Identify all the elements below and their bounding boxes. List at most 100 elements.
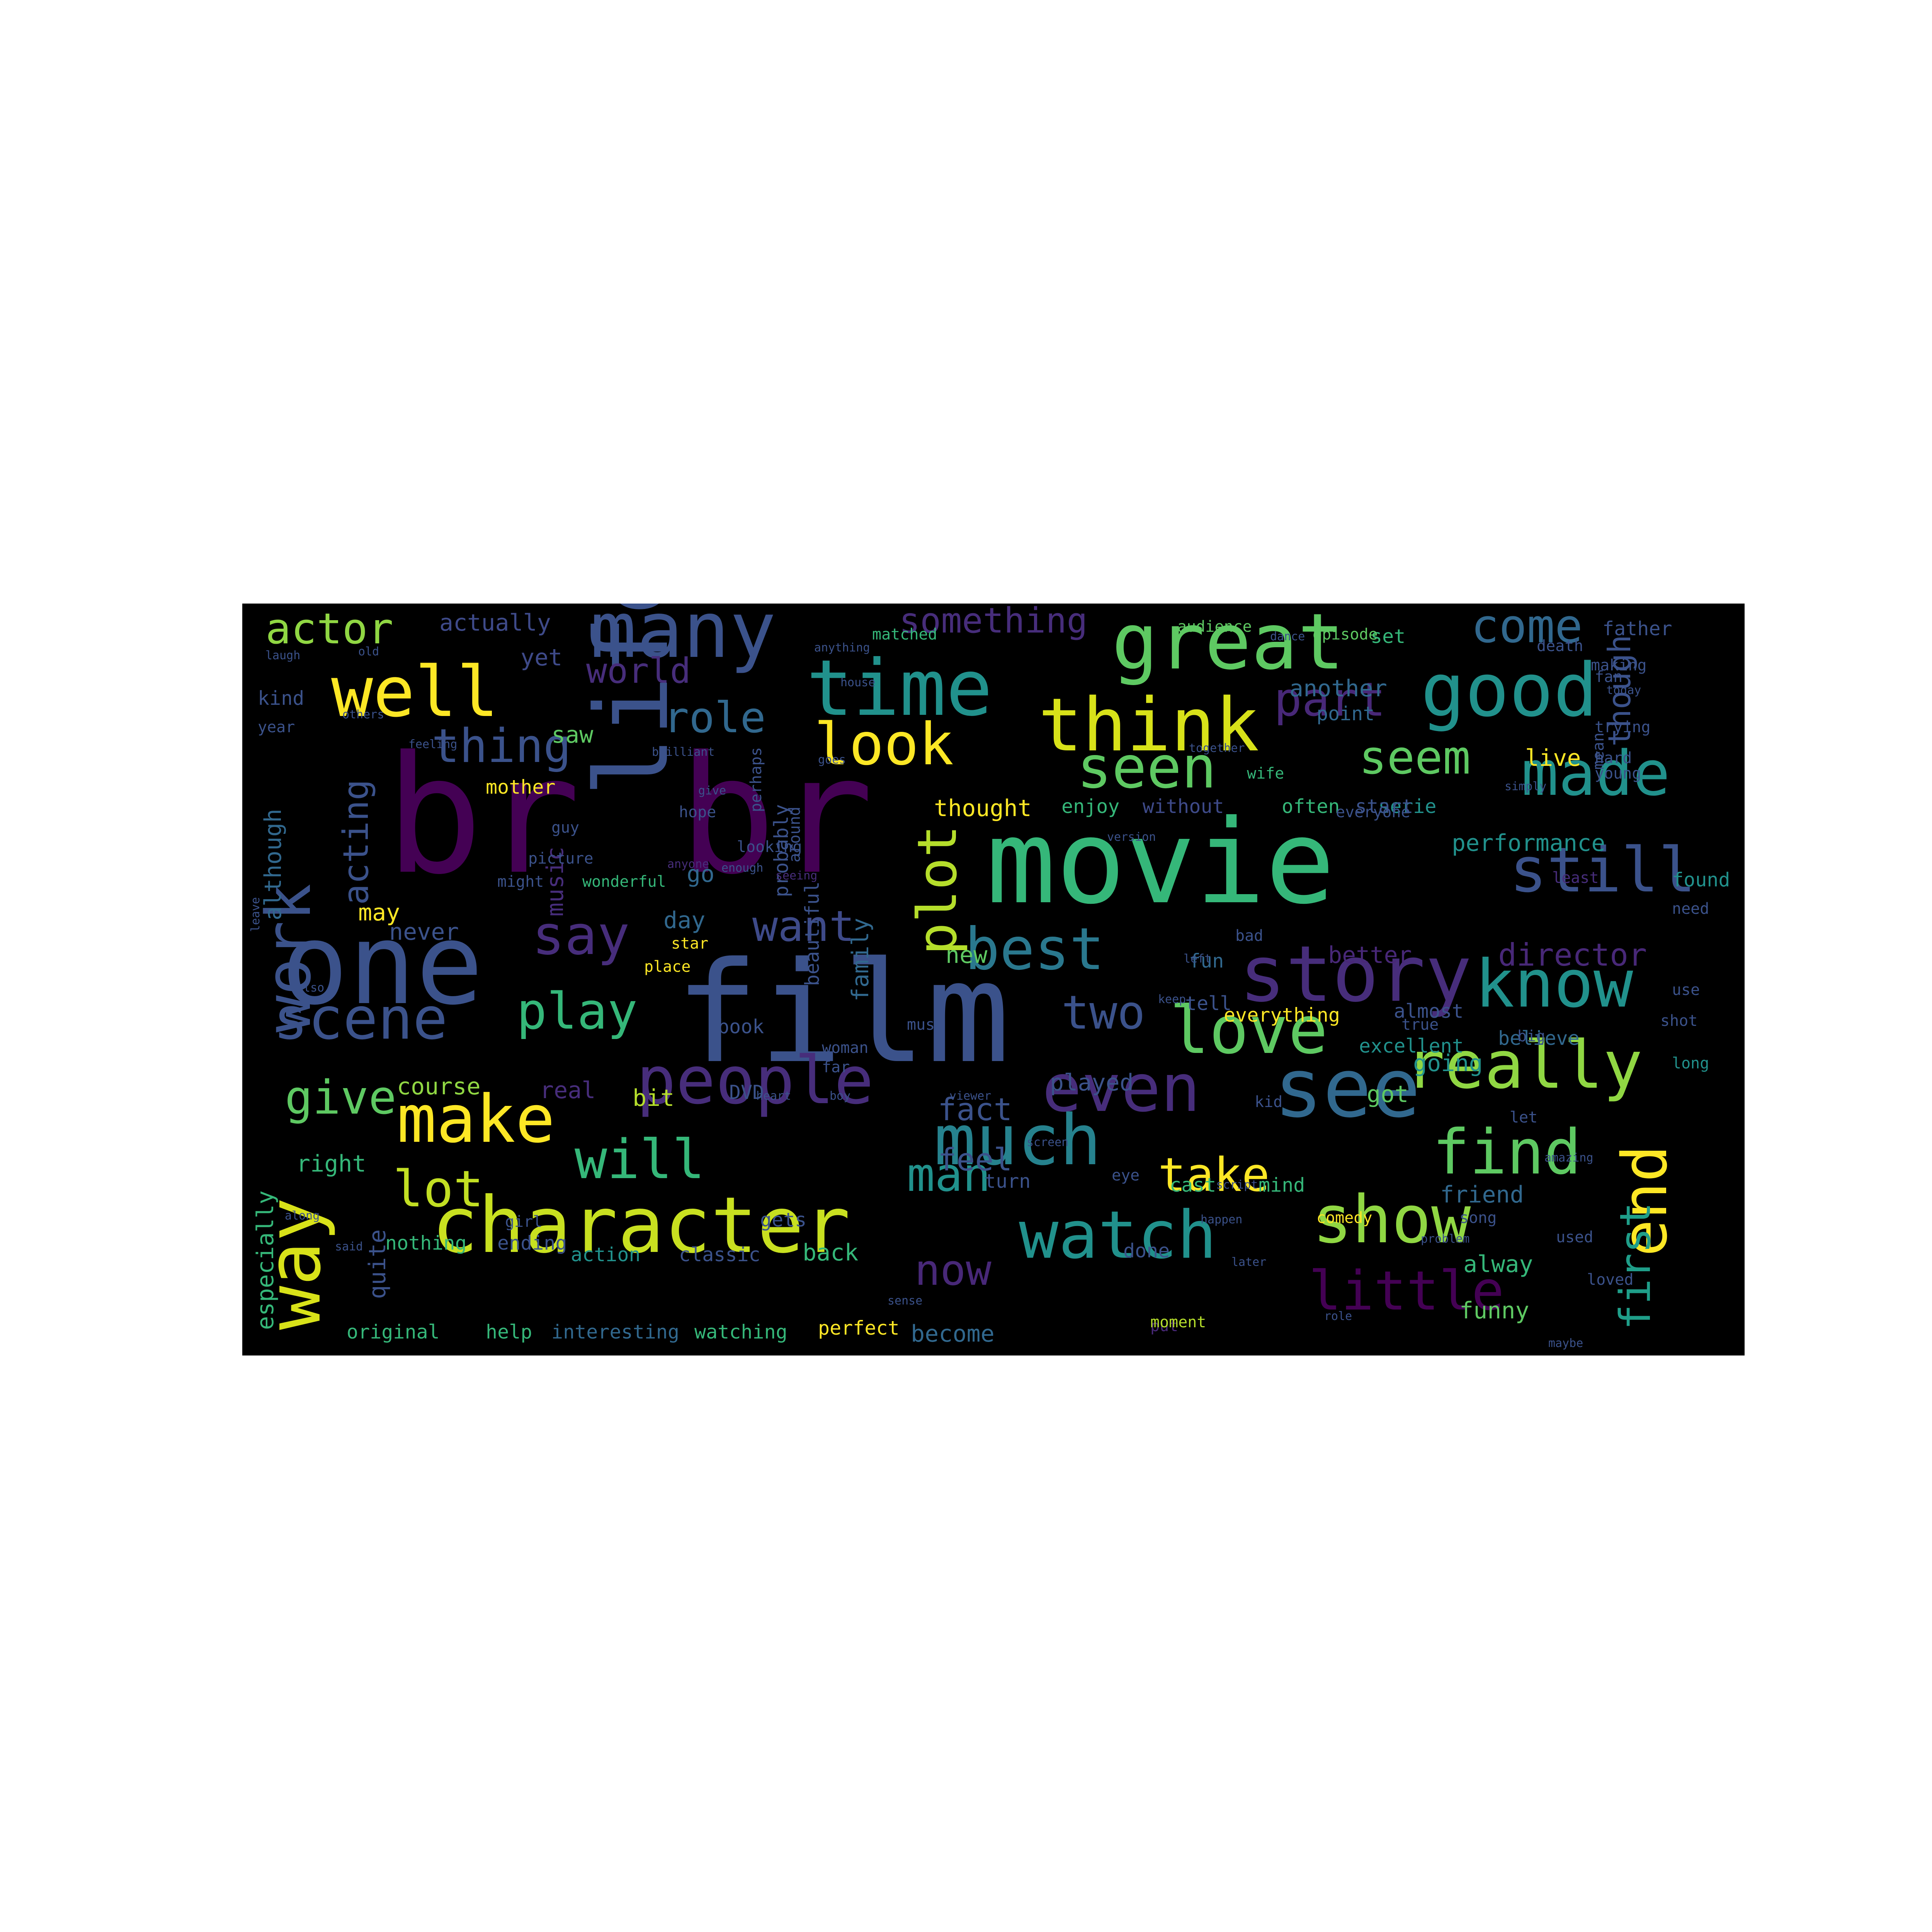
- word: give: [285, 1075, 396, 1121]
- word: great: [1112, 604, 1344, 681]
- word: death: [1537, 638, 1583, 654]
- word: interesting: [551, 1322, 679, 1342]
- word: boy: [830, 1090, 850, 1102]
- word: cast: [1170, 1175, 1216, 1195]
- word: used: [1556, 1230, 1593, 1245]
- word: might: [497, 874, 544, 889]
- word: matched: [872, 627, 937, 642]
- word: say: [532, 909, 630, 963]
- word: need: [1672, 901, 1709, 917]
- word: book: [718, 1017, 764, 1036]
- word: perhaps: [748, 747, 764, 812]
- word: simply: [1505, 781, 1546, 793]
- word: dance: [1270, 631, 1305, 643]
- word: maybe: [1548, 1338, 1583, 1349]
- word: seeing: [776, 870, 817, 882]
- word: another: [1289, 677, 1387, 700]
- word: least: [1552, 870, 1599, 886]
- word: watch: [1019, 1202, 1217, 1268]
- word: kind: [258, 689, 304, 708]
- word: played: [1050, 1071, 1134, 1094]
- word: keep: [1158, 994, 1186, 1005]
- word: house: [840, 677, 875, 689]
- word: fan: [1595, 669, 1622, 685]
- word: eye: [1112, 1168, 1139, 1183]
- word: also: [296, 982, 324, 994]
- word: anything: [814, 642, 870, 654]
- word: actually: [439, 611, 551, 634]
- word: watching: [694, 1322, 787, 1342]
- word: big: [1517, 1029, 1545, 1044]
- word: around: [787, 807, 803, 863]
- word: friend: [1440, 1183, 1524, 1206]
- word: together: [1189, 743, 1245, 754]
- word: let: [1510, 1110, 1537, 1125]
- word: leave: [250, 897, 262, 932]
- word: brilliant: [652, 747, 715, 758]
- word: first: [1614, 1202, 1656, 1330]
- word: beautiful: [803, 881, 822, 986]
- word: action: [571, 1245, 641, 1264]
- word: performance: [1452, 832, 1605, 855]
- word: sense: [888, 1295, 922, 1307]
- word: two: [1061, 990, 1145, 1036]
- word: version: [1107, 832, 1156, 843]
- word: happen: [1201, 1214, 1242, 1226]
- word: shot: [1660, 1013, 1697, 1029]
- word: true: [1401, 1017, 1439, 1032]
- word: director: [1498, 940, 1647, 971]
- word: bad: [1235, 928, 1263, 944]
- word: actor: [265, 607, 393, 650]
- word: woman: [822, 1040, 868, 1056]
- word: place: [644, 959, 690, 975]
- word: left: [1184, 953, 1211, 965]
- word: play: [517, 986, 638, 1036]
- word: wonderful: [582, 874, 666, 889]
- word: viewer: [949, 1090, 991, 1102]
- word: plot: [911, 825, 965, 955]
- word: script: [1216, 1179, 1258, 1191]
- word: moment: [1150, 1315, 1206, 1330]
- word: will: [575, 1133, 705, 1187]
- word: better: [1328, 944, 1412, 967]
- word: episode: [1313, 627, 1378, 642]
- word: problem: [1421, 1233, 1469, 1245]
- word: loved: [1587, 1272, 1633, 1287]
- word: become: [911, 1322, 995, 1345]
- word: funny: [1459, 1299, 1529, 1322]
- word: gets: [760, 1210, 806, 1230]
- word: heart: [756, 1090, 791, 1102]
- word: anyone: [667, 859, 709, 870]
- word: seem: [1359, 735, 1471, 781]
- word: mean: [1591, 733, 1606, 770]
- word: found: [1672, 870, 1730, 889]
- word: year: [258, 719, 295, 735]
- word: never: [389, 920, 459, 944]
- word: use: [1672, 982, 1700, 998]
- word: classic: [679, 1245, 760, 1264]
- word: new: [946, 944, 987, 967]
- word: acting: [339, 779, 374, 905]
- word: excellent: [1359, 1036, 1464, 1056]
- word: everything: [1224, 1005, 1340, 1025]
- word: long: [1672, 1056, 1709, 1071]
- word: enjoy: [1061, 797, 1120, 816]
- word: lot: [393, 1164, 484, 1214]
- word: comedy: [1316, 1210, 1372, 1226]
- word: amazing: [1544, 1152, 1593, 1164]
- word: although: [262, 809, 285, 920]
- word: ending: [497, 1233, 567, 1253]
- word: especially: [254, 1190, 277, 1330]
- word: laugh: [265, 650, 300, 662]
- word: help: [486, 1322, 532, 1342]
- word: role: [663, 696, 766, 739]
- word: got: [1367, 1083, 1408, 1106]
- word: others: [342, 709, 384, 721]
- word: must: [907, 1017, 944, 1032]
- word: mother: [486, 777, 556, 797]
- word: world: [586, 654, 691, 689]
- word: far: [822, 1060, 850, 1075]
- word: mind: [1259, 1175, 1305, 1195]
- word: back: [803, 1241, 859, 1264]
